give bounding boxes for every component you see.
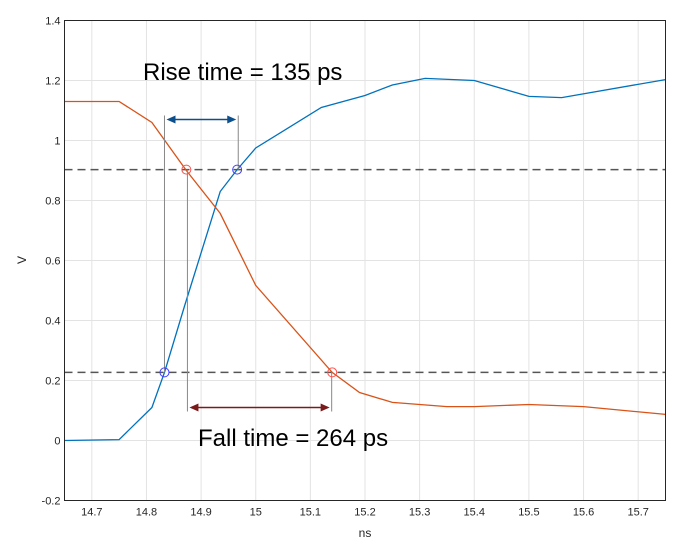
arrowhead-right-icon bbox=[227, 115, 237, 124]
x-tick-label: 14.9 bbox=[190, 507, 211, 519]
y-tick-label: -0.2 bbox=[42, 496, 61, 508]
arrowhead-right-icon bbox=[320, 403, 330, 412]
rising-crossing-marker bbox=[159, 367, 170, 378]
fall-time-annotation: Fall time = 264 ps bbox=[198, 425, 388, 452]
y-tick-label: 1 bbox=[54, 136, 60, 148]
arrowhead-left-icon bbox=[189, 403, 199, 412]
annotation-guides bbox=[163, 115, 333, 412]
y-tick-label: 1.2 bbox=[45, 76, 60, 88]
rise-time-annotation: Rise time = 135 ps bbox=[143, 59, 342, 86]
x-tick-label: 15.1 bbox=[300, 507, 321, 519]
y-tick-label: 0.2 bbox=[45, 376, 60, 388]
x-tick-label: 15.3 bbox=[409, 507, 430, 519]
x-tick-label: 15.2 bbox=[354, 507, 375, 519]
x-tick-label: 15.7 bbox=[627, 507, 648, 519]
x-tick-label: 14.7 bbox=[81, 507, 102, 519]
x-axis-label: ns bbox=[359, 526, 372, 540]
reference-lines bbox=[64, 168, 666, 374]
falling-crossing-marker bbox=[181, 164, 192, 175]
series-lines bbox=[64, 77, 666, 442]
falling-signal-line bbox=[64, 100, 666, 416]
x-tick-label: 15.5 bbox=[518, 507, 539, 519]
x-tick-label: 15 bbox=[250, 507, 262, 519]
y-axis-label: V bbox=[15, 256, 29, 264]
falling-crossing-marker bbox=[327, 367, 338, 378]
y-tick-label: 0 bbox=[54, 436, 60, 448]
rising-crossing-marker bbox=[232, 164, 243, 175]
y-tick-label: 1.4 bbox=[45, 16, 60, 28]
x-tick-label: 14.8 bbox=[136, 507, 157, 519]
crossing-markers bbox=[159, 164, 338, 378]
tick-labels: 14.7 14.8 14.9 15 15.1 15.2 15.3 15.4 15.5 15.6 15… bbox=[42, 16, 649, 519]
plot-frame bbox=[64, 20, 666, 501]
y-tick-label: 0.6 bbox=[45, 256, 60, 268]
arrowhead-left-icon bbox=[166, 115, 176, 124]
y-tick-label: 0.8 bbox=[45, 196, 60, 208]
y-tick-label: 0.4 bbox=[45, 316, 60, 328]
x-tick-label: 15.6 bbox=[573, 507, 594, 519]
rising-signal-line bbox=[64, 77, 666, 442]
x-tick-label: 15.4 bbox=[464, 507, 485, 519]
